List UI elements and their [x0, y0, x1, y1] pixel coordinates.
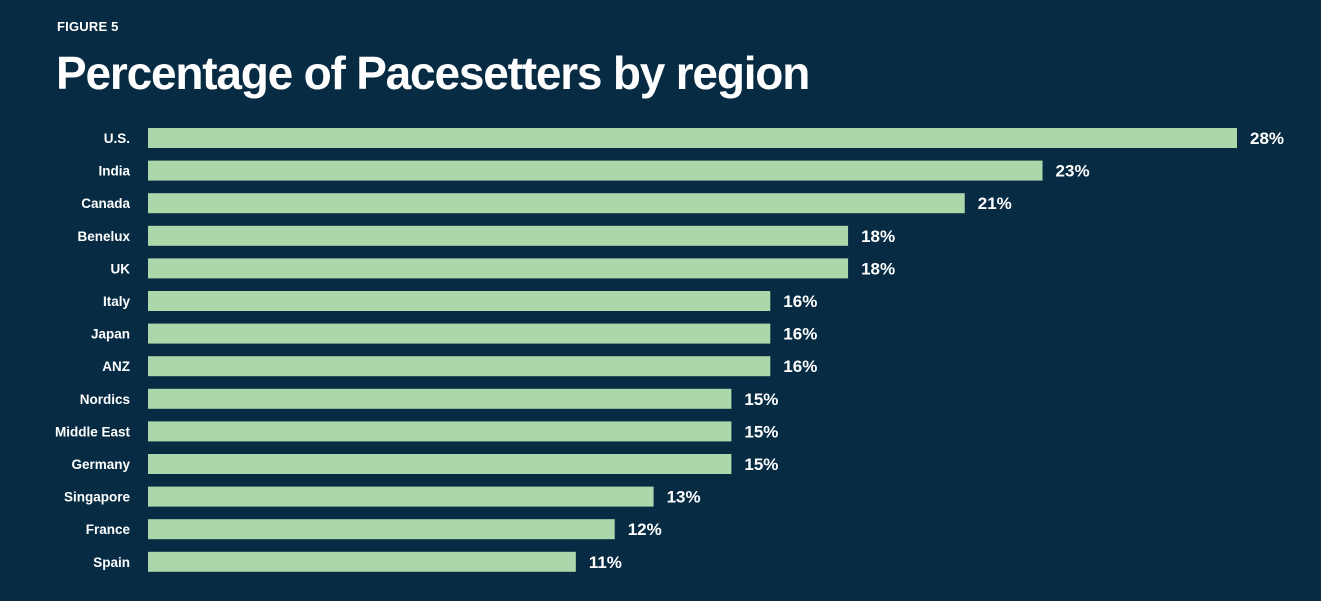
bar: [148, 258, 848, 278]
bar: [148, 324, 770, 344]
value-label: 15%: [744, 390, 778, 409]
category-label: UK: [111, 261, 131, 276]
category-label: Italy: [103, 294, 131, 309]
category-label: Benelux: [77, 229, 130, 244]
value-label: 15%: [744, 422, 778, 441]
bar: [148, 421, 731, 441]
bar: [148, 161, 1043, 181]
bar: [148, 226, 848, 246]
bar: [148, 519, 615, 539]
value-label: 23%: [1056, 162, 1090, 181]
bar: [148, 487, 654, 507]
bar: [148, 552, 576, 572]
category-label: Spain: [93, 555, 130, 570]
bar: [148, 193, 965, 213]
category-label: Middle East: [55, 424, 131, 439]
category-label: France: [86, 522, 131, 537]
category-label: U.S.: [104, 131, 130, 146]
value-label: 12%: [628, 520, 662, 539]
value-label: 13%: [667, 488, 701, 507]
bar: [148, 454, 731, 474]
category-label: Singapore: [64, 490, 131, 505]
value-label: 21%: [978, 194, 1012, 213]
value-label: 28%: [1250, 129, 1284, 148]
category-label: Japan: [91, 327, 130, 342]
value-label: 18%: [861, 227, 895, 246]
value-label: 16%: [783, 325, 817, 344]
value-label: 16%: [783, 357, 817, 376]
category-label: Germany: [71, 457, 130, 472]
category-label: ANZ: [102, 359, 130, 374]
bar: [148, 291, 770, 311]
bar: [148, 356, 770, 376]
bar: [148, 128, 1237, 148]
value-label: 15%: [744, 455, 778, 474]
category-label: Nordics: [80, 392, 130, 407]
value-label: 18%: [861, 259, 895, 278]
category-label: India: [98, 164, 130, 179]
value-label: 16%: [783, 292, 817, 311]
category-label: Canada: [81, 196, 130, 211]
value-label: 11%: [589, 553, 622, 572]
bar: [148, 389, 731, 409]
